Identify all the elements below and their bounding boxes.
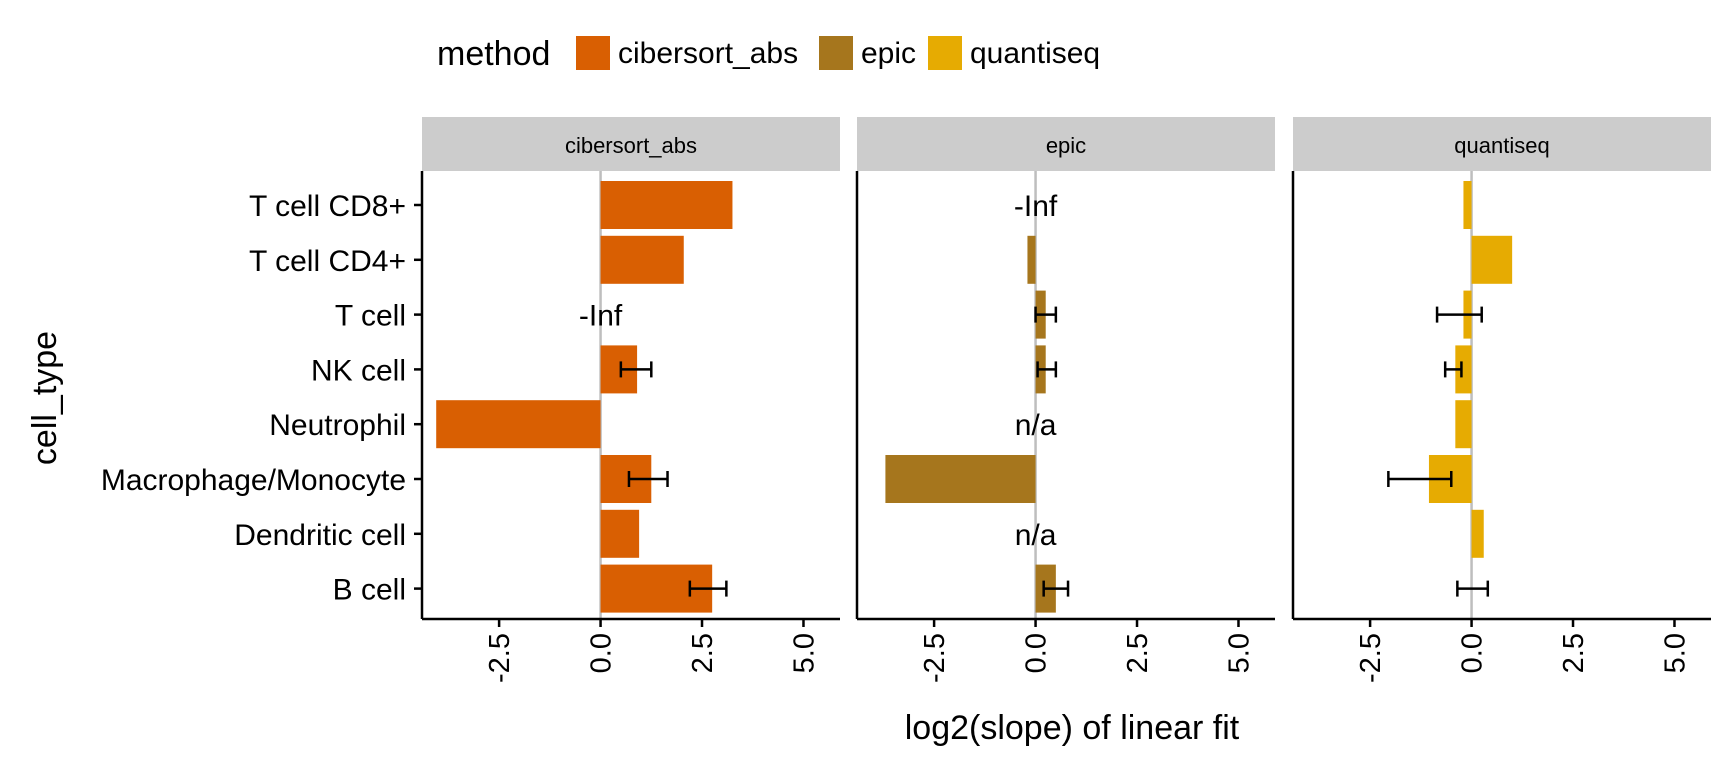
legend-label-quantiseq: quantiseq [970,37,1100,70]
y-tick-label-t-cell-cd4: T cell CD4+ [249,245,406,278]
bar-neutrophil [1455,400,1472,449]
facet-label-epic: epic [1046,133,1086,158]
facet-label-quantiseq: quantiseq [1454,133,1549,158]
bar-t-cell-cd8 [600,181,733,229]
legend-key-quantiseq [928,36,962,70]
bar-macrophage-monocyte [885,455,1036,503]
x-tick-label: 0.0 [1457,633,1489,673]
bar-neutrophil [436,400,601,449]
annotation-t-cell: -Inf [579,300,623,333]
bar-t-cell-cd4 [600,235,684,284]
y-tick-label-t-cell-cd8: T cell CD8+ [249,190,406,223]
y-tick-label-t-cell: T cell [335,300,406,333]
error-bar-b-cell [1456,580,1490,597]
x-tick-label: 2.5 [687,633,719,673]
bar-dendritic-cell [1471,509,1484,558]
y-axis: T cell CD8+ T cell CD4+ T cell NK cell Neutr… [101,190,422,607]
chart-panels: cibersort_abs -Inf -2.5 0.0 2.5 5.0 epic -Inf n/… [420,117,1711,683]
y-axis-title: cell_type [26,331,64,465]
legend: method cibersort_abs epic quantiseq [437,35,1100,73]
error-bar-t-cell [1435,306,1483,323]
y-tick-label-nk-cell: NK cell [311,354,406,387]
panel-cibersort-abs: cibersort_abs -Inf -2.5 0.0 2.5 5.0 [420,117,840,683]
x-tick-label: 5.0 [1659,633,1691,673]
error-bar-macrophage-monocyte [627,471,669,487]
bar-t-cell-cd4 [1471,235,1513,284]
legend-title: method [437,35,550,73]
legend-label-epic: epic [861,37,916,70]
bar-nk-cell [1455,345,1472,394]
x-tick-label: 2.5 [1122,633,1154,673]
error-bar-nk-cell [1036,361,1058,378]
bar-dendritic-cell [600,509,640,558]
y-tick-label-neutrophil: Neutrophil [269,409,406,442]
x-tick-label: 5.0 [1223,633,1255,673]
annotation-dendritic-cell: n/a [1015,519,1057,552]
bar-t-cell-cd4 [1027,235,1036,284]
error-bar-t-cell [1034,306,1058,323]
facet-strip-epic [857,117,1275,171]
panel-epic: epic -Inf n/a n/a -2.5 0.0 2.5 5.0 [855,117,1275,683]
x-tick-label: 2.5 [1558,633,1590,673]
facet-strip-quantiseq [1293,117,1711,171]
x-tick-label: 0.0 [1021,633,1053,673]
x-axis-title: log2(slope) of linear fit [905,709,1240,747]
annotation-t-cell-cd8: -Inf [1014,190,1058,223]
facet-label-cibersort-abs: cibersort_abs [565,133,697,158]
y-tick-label-b-cell: B cell [333,574,406,607]
annotation-neutrophil: n/a [1015,409,1057,442]
x-tick-label: 0.0 [586,633,618,673]
bar-t-cell-cd8 [1463,181,1472,229]
error-bar-macrophage-monocyte [1387,471,1453,487]
legend-label-cibersort-abs: cibersort_abs [618,37,798,70]
y-tick-label-macrophage-monocyte: Macrophage/Monocyte [101,464,406,497]
error-bar-nk-cell [619,361,653,378]
error-bar-b-cell [1042,580,1070,597]
x-tick-label: -2.5 [484,633,516,683]
x-tick-label: -2.5 [1355,633,1387,683]
legend-key-cibersort-abs [576,36,610,70]
y-tick-label-dendritic-cell: Dendritic cell [234,519,406,552]
panel-quantiseq: quantiseq -2.5 0.0 2.5 5.0 [1291,117,1711,683]
legend-key-epic [819,36,853,70]
error-bar-b-cell [688,580,728,597]
x-tick-label: -2.5 [919,633,951,683]
facet-strip-cibersort-abs [422,117,840,171]
x-tick-label: 5.0 [788,633,820,673]
error-bar-nk-cell [1443,361,1463,378]
